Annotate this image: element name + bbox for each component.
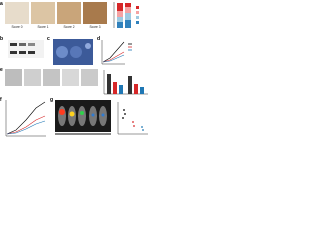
bar xyxy=(128,76,132,94)
axes xyxy=(101,40,125,65)
mouse xyxy=(78,106,86,126)
axes xyxy=(103,70,148,95)
band xyxy=(28,51,35,54)
signal xyxy=(101,113,105,117)
page: Score 0 Score 1 Score 2 Score 3 xyxy=(0,1,148,137)
panel-letter: e xyxy=(0,67,3,73)
band xyxy=(28,43,35,46)
curve xyxy=(102,54,125,63)
bar xyxy=(119,85,123,94)
score-label: Score 1 xyxy=(38,25,49,29)
point xyxy=(142,129,144,131)
g-scatter xyxy=(117,102,148,135)
microscopy xyxy=(5,69,98,86)
colony-panel xyxy=(53,39,93,65)
panel-letter: a xyxy=(0,1,3,7)
band xyxy=(10,43,17,46)
bar xyxy=(107,74,111,94)
bar-segment xyxy=(117,3,123,11)
figure: Score 0 Score 1 Score 2 Score 3 xyxy=(0,1,148,137)
e-bars xyxy=(103,70,148,95)
point xyxy=(123,109,125,111)
signal xyxy=(59,109,65,115)
signal xyxy=(69,111,75,117)
bar-segment xyxy=(117,11,123,17)
point xyxy=(132,121,134,123)
western-blot xyxy=(8,40,44,58)
bar-segment xyxy=(125,20,131,28)
micro-image xyxy=(43,69,60,86)
caption-strip xyxy=(55,133,111,135)
signal xyxy=(91,113,95,117)
bar xyxy=(113,82,117,94)
band xyxy=(19,43,26,46)
band xyxy=(10,51,17,54)
point xyxy=(133,125,135,127)
bar-segment xyxy=(117,17,123,22)
point xyxy=(124,113,126,115)
micro-image xyxy=(24,69,41,86)
score-label: Score 0 xyxy=(12,25,23,29)
ihc-image xyxy=(57,2,81,24)
axes xyxy=(5,100,46,137)
score-label: Score 3 xyxy=(90,25,101,29)
curve xyxy=(6,115,46,135)
micro-image xyxy=(81,69,98,86)
ihc-image xyxy=(83,2,107,24)
ihc-image xyxy=(31,2,55,24)
curve xyxy=(102,51,125,63)
legend-swatch xyxy=(136,6,139,9)
curve xyxy=(6,120,46,135)
blot xyxy=(8,40,44,58)
point xyxy=(122,117,124,119)
panel-letter: b xyxy=(0,36,3,42)
signal xyxy=(80,111,84,115)
band xyxy=(19,51,26,54)
bar-segment xyxy=(125,13,131,20)
bar-segment xyxy=(125,7,131,13)
growth-chart xyxy=(101,40,132,65)
ihc-image xyxy=(5,2,29,24)
panel-letter: f xyxy=(0,97,2,103)
legend-swatch xyxy=(136,11,139,14)
curve xyxy=(102,41,125,63)
curve xyxy=(6,101,46,135)
micro-image xyxy=(62,69,79,86)
point xyxy=(141,126,143,128)
plate xyxy=(70,46,82,58)
panel-letter: d xyxy=(97,36,100,42)
f-chart xyxy=(5,100,46,137)
plate xyxy=(56,46,68,58)
bar xyxy=(134,84,138,94)
bar-segment xyxy=(117,22,123,28)
plate xyxy=(85,43,91,49)
stacked-bars xyxy=(113,2,139,28)
bar xyxy=(140,87,144,94)
ihc-images xyxy=(5,2,107,24)
bar-segment xyxy=(125,3,131,7)
score-label: Score 2 xyxy=(64,25,75,29)
bioluminescence xyxy=(55,100,111,135)
micro-image xyxy=(5,69,22,86)
legend-swatch xyxy=(136,21,139,24)
axes xyxy=(117,102,148,135)
panel-letter: c xyxy=(47,36,50,42)
legend-swatch xyxy=(136,16,139,19)
panel-letter: g xyxy=(50,97,53,103)
